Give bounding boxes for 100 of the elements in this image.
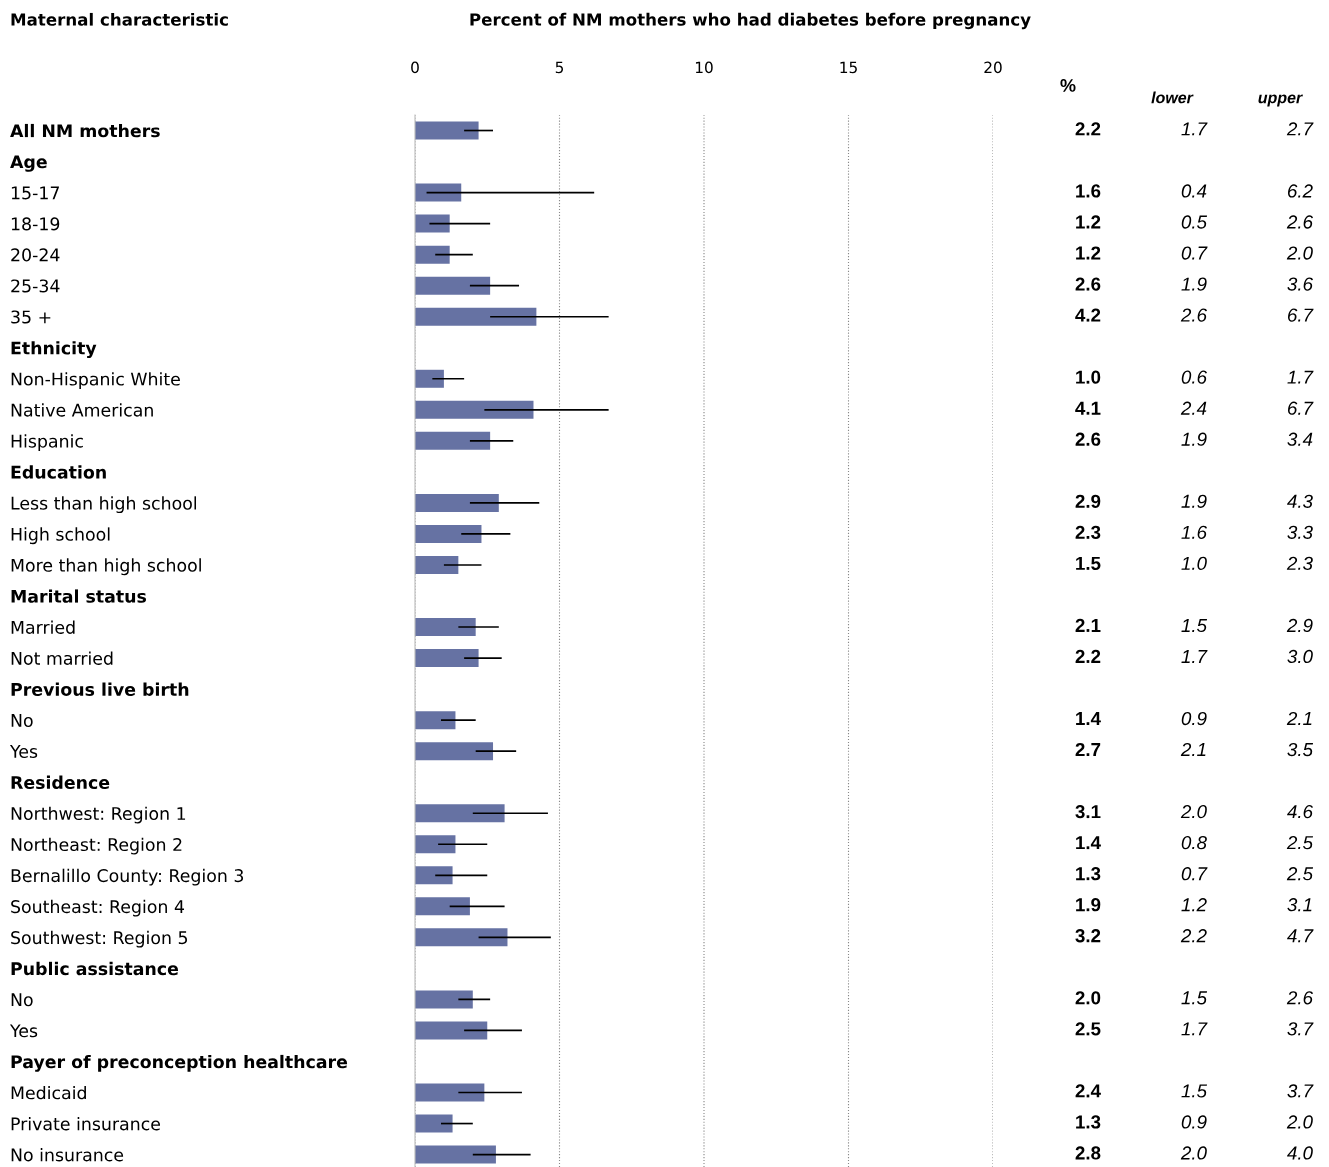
text: 1.6 — [1181, 525, 1207, 539]
text: 2.6 — [1286, 991, 1313, 1005]
text: 2.2 — [1180, 929, 1207, 943]
x-tick-label: 5 — [555, 61, 564, 74]
bar — [415, 400, 534, 419]
y-tick-label: Southeast: Region 4 — [11, 899, 185, 917]
text: 2.6 — [1286, 215, 1313, 229]
text: 2.1 — [1075, 618, 1101, 632]
text: 6.7 — [1287, 401, 1314, 415]
text: 1.9 — [1181, 277, 1207, 291]
y-tick-label: All NM mothers — [10, 123, 160, 138]
text: 1.4 — [1076, 836, 1101, 850]
y-tick-label: Education — [11, 465, 106, 479]
text: 4.2 — [1075, 308, 1101, 322]
y-tick-label: Age — [10, 155, 47, 172]
x-tick-label: 20 — [984, 61, 1002, 74]
text: 0.5 — [1181, 215, 1208, 229]
text: 2.0 — [1180, 1146, 1207, 1160]
text: 1.5 — [1181, 991, 1208, 1005]
text: 2.4 — [1180, 401, 1207, 415]
y-tick-label: More than high school — [11, 558, 201, 576]
bar — [415, 121, 479, 140]
text: 1.0 — [1181, 556, 1207, 570]
chart-title: Percent of NM mothers who had diabetes before pregnancy — [470, 12, 1031, 30]
bar — [415, 866, 453, 885]
bar — [415, 307, 537, 326]
y-tick-label: Non-Hispanic White — [11, 372, 180, 389]
text: 3.6 — [1287, 277, 1313, 291]
text: 1.5 — [1181, 1084, 1208, 1098]
y-tick-label: Payer of preconception healthcare — [11, 1054, 348, 1072]
text: 4.1 — [1075, 401, 1101, 415]
text: 1.3 — [1076, 867, 1101, 881]
text: 3.3 — [1287, 525, 1313, 539]
bar — [415, 804, 505, 823]
bar — [415, 431, 491, 450]
y-tick-label: Yes — [9, 745, 38, 759]
y-tick-label: Ethnicity — [11, 341, 97, 359]
x-tick-label: 15 — [840, 61, 857, 74]
bar — [415, 618, 476, 637]
bar — [415, 1083, 485, 1102]
x-tick-label: 0 — [411, 61, 419, 74]
y-tick-label: 35 + — [11, 310, 51, 324]
y-tick-label: 20-24 — [11, 248, 60, 262]
text: 0.9 — [1181, 1115, 1207, 1129]
y-tick-label: Bernalillo County: Region 3 — [11, 868, 244, 886]
text: 3.1 — [1287, 898, 1312, 912]
text: 1.7 — [1181, 122, 1208, 136]
text: 2.1 — [1286, 711, 1312, 725]
text: 1.9 — [1181, 494, 1207, 508]
text: 0.7 — [1181, 246, 1208, 260]
bar — [415, 742, 494, 761]
y-tick-label: Southwest: Region 5 — [11, 930, 188, 948]
bar — [415, 928, 508, 947]
bar — [415, 1145, 496, 1164]
y-tick-label: Public assistance — [11, 961, 179, 976]
text: 1.5 — [1076, 556, 1101, 570]
text: 1.5 — [1181, 618, 1208, 633]
text: 1.9 — [1076, 898, 1101, 912]
y-tick-label: No — [11, 993, 33, 1007]
text: 2.5 — [1286, 836, 1314, 850]
text: 6.7 — [1287, 308, 1314, 322]
text: 2.9 — [1286, 618, 1313, 633]
text: 2.0 — [1286, 1115, 1313, 1129]
bar — [415, 1021, 488, 1040]
y-tick-label: No insurance — [11, 1147, 124, 1162]
text: 4.6 — [1287, 804, 1313, 819]
text: 3.7 — [1287, 1022, 1314, 1036]
y-tick-label: 25-34 — [11, 279, 60, 293]
text: 2.9 — [1075, 494, 1101, 508]
text: 4.7 — [1287, 929, 1314, 943]
bar — [415, 897, 470, 916]
text: 1.9 — [1181, 432, 1207, 446]
text: 1.7 — [1181, 650, 1208, 663]
y-tick-label: Medicaid — [11, 1085, 86, 1100]
text: 1.0 — [1076, 370, 1101, 384]
bar — [415, 369, 444, 388]
y-tick-label: Private insurance — [11, 1116, 160, 1131]
text: 2.0 — [1075, 991, 1101, 1005]
bar — [415, 493, 499, 512]
y-tick-label: Northeast: Region 2 — [11, 837, 182, 855]
text: 2.1 — [1180, 742, 1206, 757]
text: 3.2 — [1075, 929, 1101, 943]
y-tick-label: Yes — [9, 1024, 38, 1038]
text: 0.9 — [1181, 711, 1207, 726]
text: 2.2 — [1075, 649, 1101, 663]
bar — [415, 711, 456, 730]
text: 2.0 — [1180, 804, 1207, 819]
y-tick-label: Residence — [11, 775, 110, 790]
bar — [415, 835, 456, 854]
text: 1.3 — [1076, 1115, 1101, 1129]
bar — [415, 524, 482, 543]
bar — [415, 649, 479, 668]
text: 2.4 — [1075, 1084, 1101, 1098]
bar — [415, 555, 459, 574]
text: 6.2 — [1287, 184, 1313, 198]
x-tick-label: 10 — [695, 61, 713, 74]
bar — [415, 1114, 453, 1133]
text: 2.7 — [1075, 742, 1101, 757]
text: 0.4 — [1181, 184, 1207, 198]
text: 2.6 — [1075, 432, 1101, 446]
